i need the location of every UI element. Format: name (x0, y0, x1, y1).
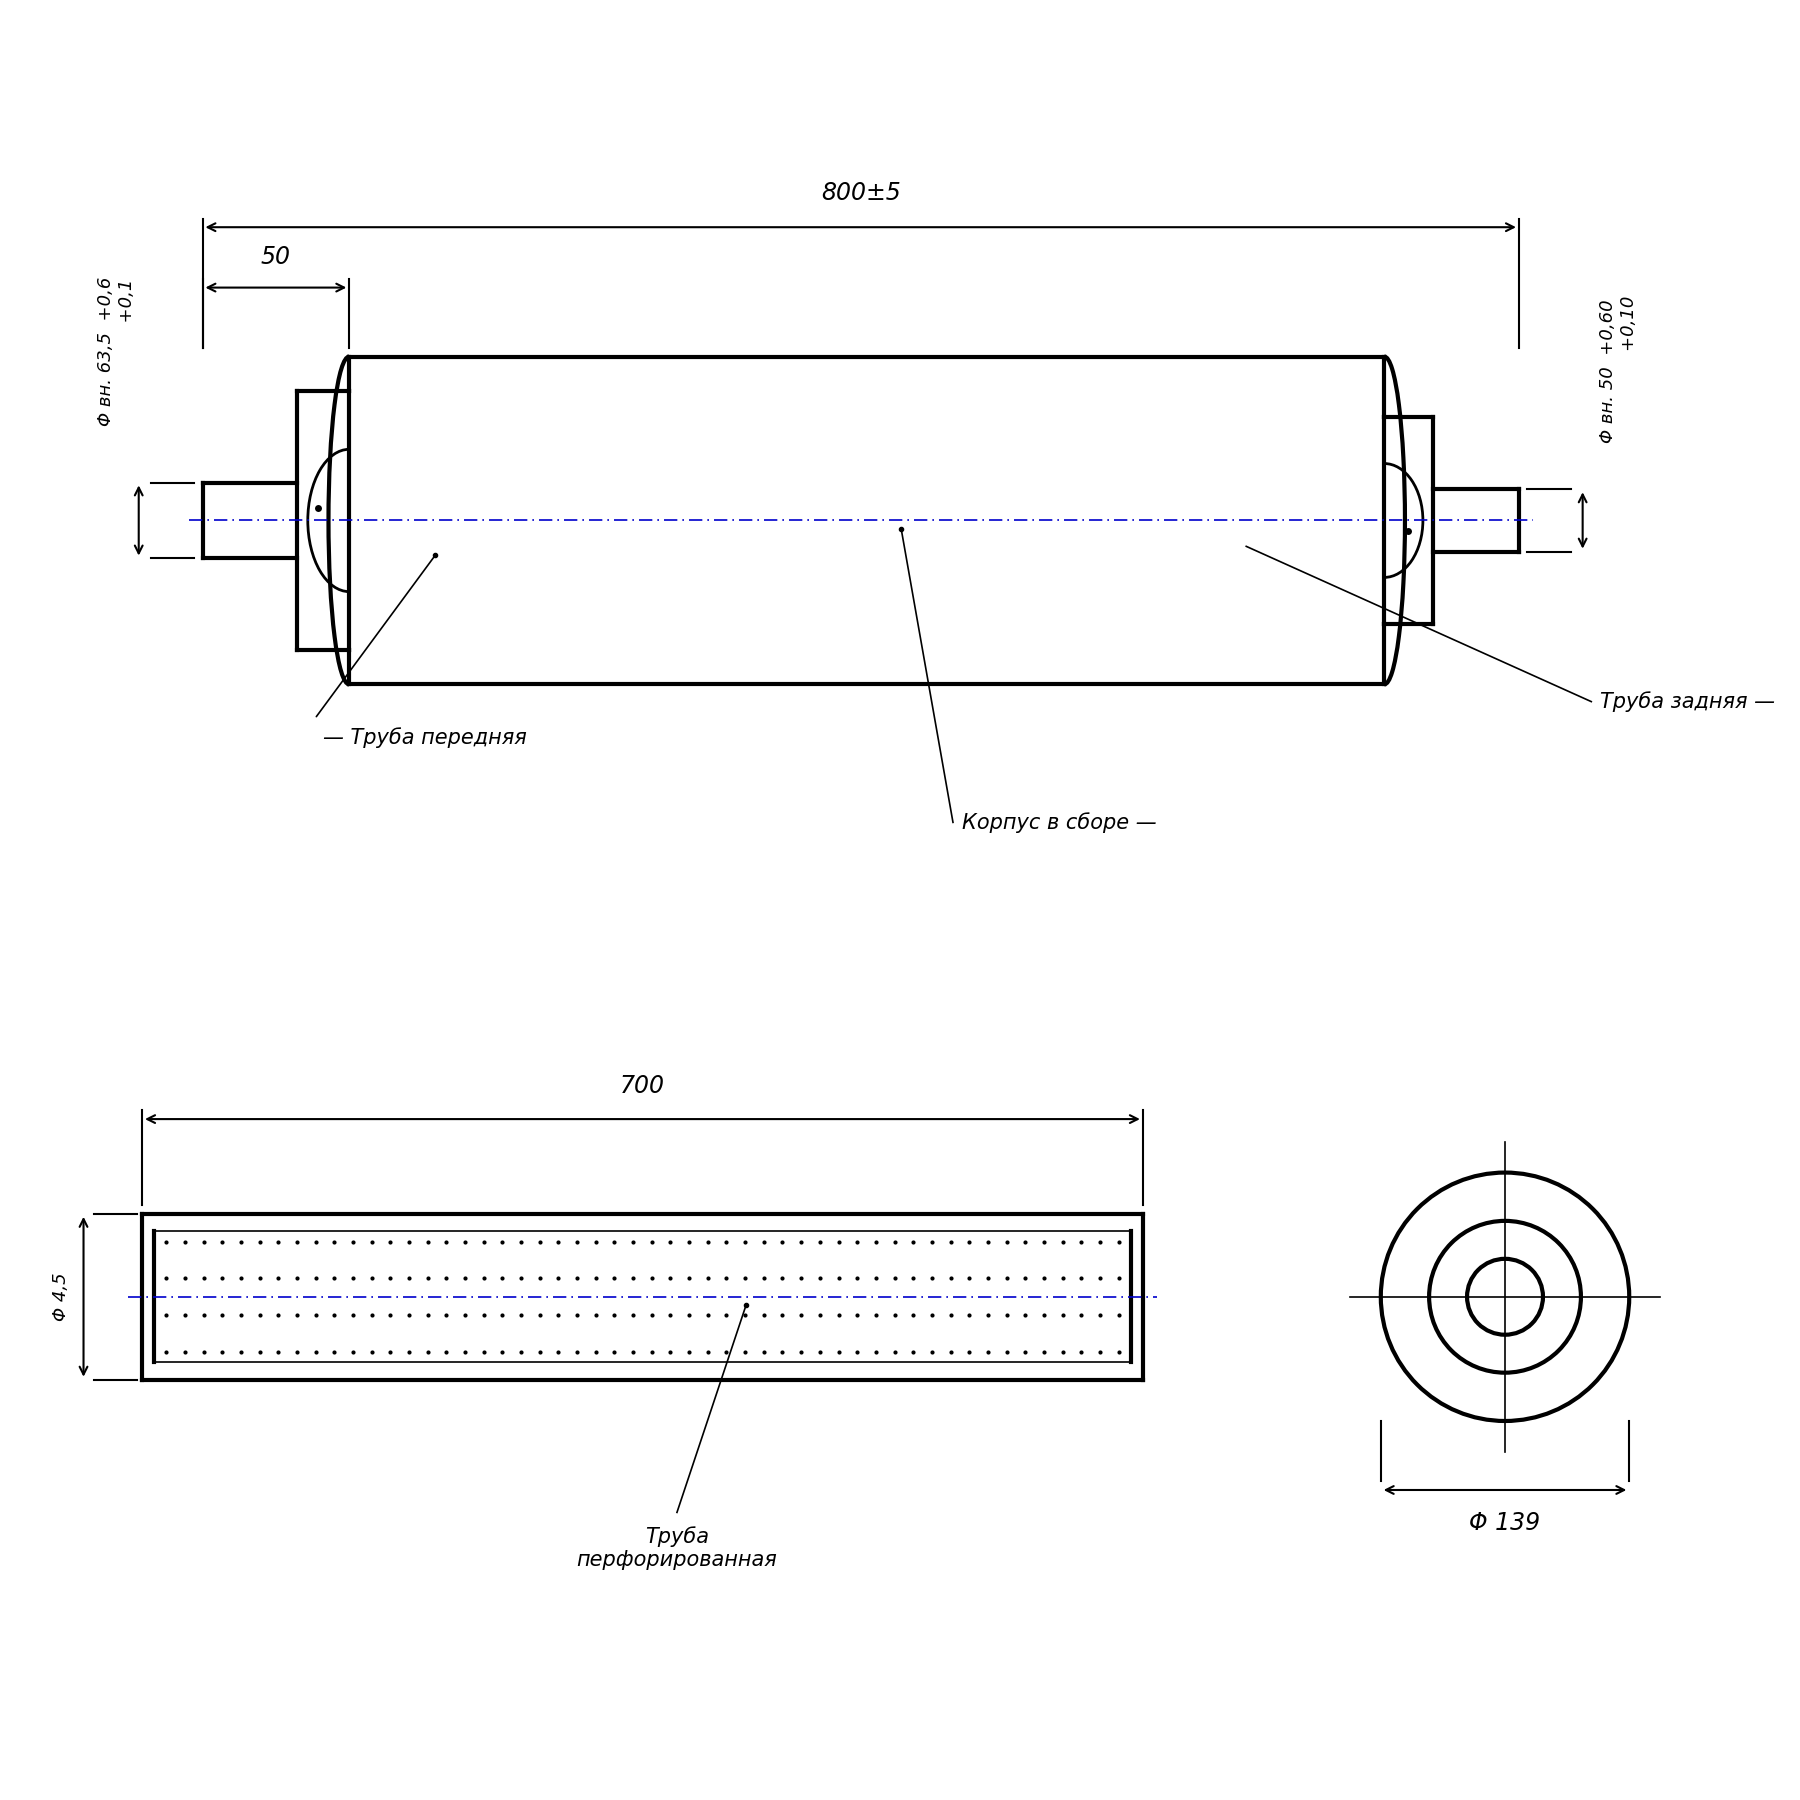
Text: 700: 700 (619, 1075, 664, 1098)
Text: Φ 139: Φ 139 (1469, 1510, 1541, 1535)
Text: Труба
перфорированная: Труба перфорированная (576, 1526, 778, 1570)
Text: Труба задняя —: Труба задняя — (1600, 691, 1775, 713)
Text: Корпус в сборе —: Корпус в сборе — (961, 812, 1156, 833)
Text: Φ вн. 63,5  +0,6
                  +0,1: Φ вн. 63,5 +0,6 +0,1 (97, 275, 135, 425)
Text: Φ 4,5: Φ 4,5 (52, 1273, 70, 1321)
Text: — Труба передняя: — Труба передняя (324, 727, 527, 749)
Text: 50: 50 (261, 245, 292, 268)
Text: 800±5: 800±5 (821, 180, 900, 205)
Text: Φ вн. 50  +0,60
                +0,10: Φ вн. 50 +0,60 +0,10 (1600, 295, 1638, 443)
